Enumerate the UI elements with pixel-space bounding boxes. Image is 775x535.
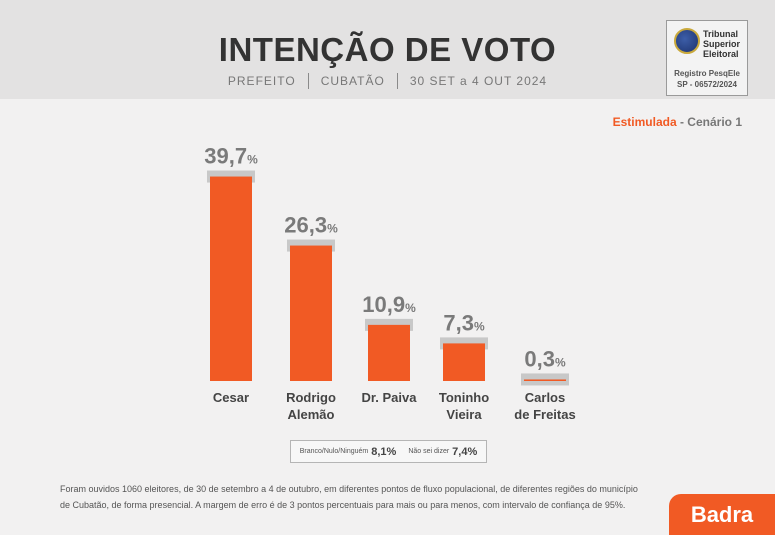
category-label: Cesar	[213, 390, 249, 405]
category-label: Alemão	[288, 407, 335, 422]
methodology-footnote: Foram ouvidos 1060 eleitores, de 30 de s…	[60, 484, 638, 510]
category-label: Toninho	[439, 390, 489, 405]
tse-registration-label: Registro PesqEle	[674, 69, 740, 78]
separator	[307, 73, 309, 89]
unknown-label: Não sei dizer	[408, 448, 450, 455]
bar	[210, 176, 252, 381]
other-responses-box: Branco/Nulo/Ninguém 8,1% Não sei dizer 7…	[290, 440, 487, 463]
data-label: 7,3%	[443, 310, 485, 335]
brand-logo: Badra	[669, 494, 775, 535]
subtitle: PREFEITO CUBATÃO 30 SET a 4 OUT 2024	[0, 73, 775, 89]
scenario-name: - Cenário 1	[676, 115, 742, 129]
bar	[290, 245, 332, 381]
tse-seal-icon	[674, 28, 700, 54]
category-label: Vieira	[446, 407, 482, 422]
tse-registration-number: SP - 06572/2024	[677, 80, 737, 89]
tse-name: Tribunal Superior Eleitoral	[703, 29, 740, 59]
tse-name-line: Tribunal	[703, 29, 739, 39]
page-title: INTENÇÃO DE VOTO	[218, 31, 557, 68]
data-label: 10,9%	[362, 292, 416, 317]
unknown-value: 7,4%	[452, 445, 478, 458]
data-label: 39,7%	[204, 144, 258, 169]
tse-registration-badge: Tribunal Superior Eleitoral Registro Pes…	[666, 20, 748, 96]
scenario-type: Estimulada	[612, 115, 677, 129]
office-label: PREFEITO	[227, 74, 296, 88]
category-label: Carlos	[525, 390, 565, 405]
blank-value: 8,1%	[371, 445, 397, 458]
separator	[396, 73, 398, 89]
bar	[443, 343, 485, 381]
category-label: Rodrigo	[286, 390, 336, 405]
period-label: 30 SET a 4 OUT 2024	[409, 74, 548, 88]
tse-name-line: Eleitoral	[703, 49, 739, 59]
bar	[524, 379, 566, 381]
blank-label: Branco/Nulo/Ninguém	[299, 448, 369, 455]
tse-name-line: Superior	[703, 39, 741, 49]
scenario-label: Estimulada - Cenário 1	[613, 115, 742, 129]
data-label: 26,3%	[284, 213, 338, 238]
city-label: CUBATÃO	[320, 74, 385, 88]
category-label: de Freitas	[514, 407, 575, 422]
data-label: 0,3%	[524, 346, 566, 371]
bar	[368, 324, 410, 381]
category-label: Dr. Paiva	[362, 390, 418, 405]
header-band: INTENÇÃO DE VOTO PREFEITO CUBATÃO 30 SET a…	[0, 0, 775, 99]
